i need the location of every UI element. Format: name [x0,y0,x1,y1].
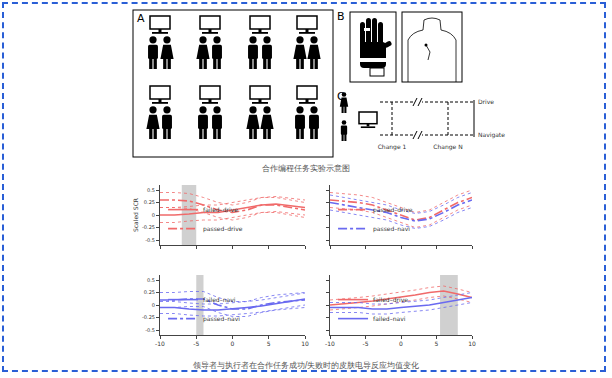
svg-text:0.25: 0.25 [144,199,155,205]
svg-text:passed–navi: passed–navi [373,225,410,233]
svg-text:-0.25: -0.25 [142,224,155,230]
svg-text:Scaled SCR: Scaled SCR [132,198,139,232]
svg-text:-10: -10 [155,340,165,347]
svg-text:Change N: Change N [433,143,462,151]
svg-text:0: 0 [152,212,155,218]
svg-text:0.25: 0.25 [144,289,155,295]
svg-text:failed–drive: failed–drive [373,296,408,303]
svg-text:0.5: 0.5 [147,277,155,283]
svg-text:0: 0 [231,340,235,347]
svg-text:passed–drive: passed–drive [373,206,413,214]
svg-text:C: C [337,90,345,103]
svg-text:-0.5: -0.5 [145,327,155,333]
svg-text:failed–drive: failed–drive [203,206,238,213]
svg-text:-0.5: -0.5 [145,237,155,243]
svg-text:合作编程任务实验示意图: 合作编程任务实验示意图 [262,164,350,173]
svg-text:0: 0 [399,340,403,347]
svg-text:Navigate: Navigate [478,131,505,139]
svg-text:0: 0 [152,302,155,308]
svg-text:-10: -10 [325,340,335,347]
svg-text:Drive: Drive [478,98,494,105]
svg-text:-0.25: -0.25 [142,314,155,320]
svg-text:failed–navi: failed–navi [373,315,406,322]
svg-text:5: 5 [435,340,439,347]
svg-text:B: B [337,10,345,23]
svg-text:-5: -5 [193,340,199,347]
svg-text:passed–navi: passed–navi [203,315,240,323]
svg-text:10: 10 [301,340,309,347]
svg-text:0.5: 0.5 [147,187,155,193]
svg-text:Change 1: Change 1 [378,143,407,151]
svg-text:passed–drive: passed–drive [203,225,243,233]
svg-text:-5: -5 [363,340,369,347]
svg-text:领导者与执行者在合作任务成功/失败时的皮肤电导反应均值变化: 领导者与执行者在合作任务成功/失败时的皮肤电导反应均值变化 [193,361,420,370]
svg-text:10: 10 [468,340,476,347]
svg-text:5: 5 [267,340,271,347]
svg-text:A: A [137,12,145,25]
svg-text:failed–navi: failed–navi [203,296,236,303]
